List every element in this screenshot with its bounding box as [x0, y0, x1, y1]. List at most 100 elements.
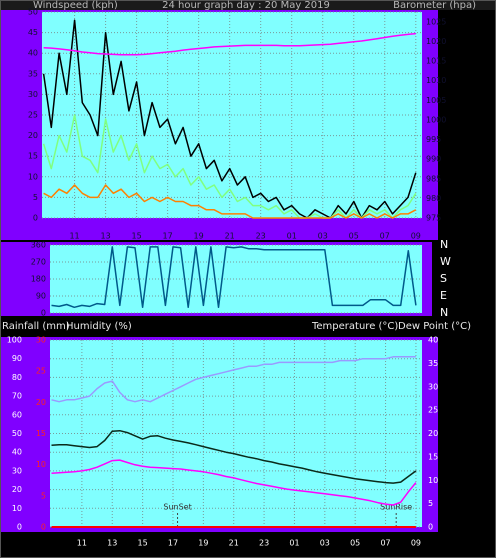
y-tick-label: 90 — [36, 292, 46, 301]
annotation: SunSet — [163, 503, 191, 512]
annotation: SunRise — [380, 503, 412, 512]
y2-tick-label: 1000 — [426, 115, 446, 124]
x-tick-label: 17 — [163, 232, 173, 241]
y-axis-label: Windspeed (kph) — [33, 0, 118, 11]
series-line — [51, 356, 416, 403]
y-tick-label: 20 — [28, 131, 38, 140]
y-tick-label: 45 — [28, 28, 38, 37]
y-tick-label: 10 — [28, 172, 38, 181]
y2-tick-label: 985 — [426, 174, 441, 183]
chart-title: 24 hour graph day : 20 May 2019 — [162, 0, 330, 11]
y2-tick-label: 30 — [428, 382, 438, 391]
x-tick-label: 09 — [411, 232, 421, 241]
y-tick-label: 100 — [7, 336, 22, 345]
y2-tick-label: N — [440, 306, 448, 319]
y-tick-label: 40 — [12, 448, 22, 457]
x-tick-label: 11 — [77, 539, 87, 548]
y-tick-label: 270 — [31, 258, 46, 267]
y-tick-label: 30 — [28, 90, 38, 99]
x-tick-label: 11 — [69, 232, 79, 241]
x-tick-label: 07 — [380, 232, 390, 241]
y2-tick-label: 35 — [428, 359, 438, 368]
y3-tick-label: 0 — [41, 523, 46, 532]
y2-tick-label: 1010 — [426, 76, 446, 85]
y3-tick-label: 10 — [36, 460, 46, 469]
y3-tick-label: 25 — [36, 367, 46, 376]
x-tick-label: 13 — [100, 232, 110, 241]
legend-rain: Rainfall (mm) — [2, 321, 70, 332]
y2-tick-label: 20 — [428, 429, 438, 438]
x-tick-label: 19 — [194, 232, 204, 241]
y2-tick-label: 0 — [428, 523, 433, 532]
legend-humidity: Humidity (%) — [66, 321, 132, 332]
y3-tick-label: 15 — [36, 429, 46, 438]
y-tick-label: 90 — [12, 354, 22, 363]
y-tick-label: 70 — [12, 392, 22, 401]
y2-tick-label: S — [440, 272, 447, 285]
header-bar — [1, 1, 495, 10]
y-tick-label: 20 — [12, 485, 22, 494]
x-tick-label: 23 — [259, 539, 269, 548]
y-tick-label: 5 — [33, 193, 38, 202]
x-tick-label: 19 — [198, 539, 208, 548]
y3-tick-label: 20 — [36, 398, 46, 407]
x-tick-label: 21 — [229, 539, 239, 548]
y-tick-label: 10 — [12, 504, 22, 513]
x-tick-label: 17 — [168, 539, 178, 548]
legend-temperature: Temperature (°C) — [311, 321, 398, 332]
y-tick-label: 50 — [28, 8, 38, 17]
y2-tick-label: 1020 — [426, 37, 446, 46]
x-tick-label: 23 — [256, 232, 266, 241]
y-tick-label: 35 — [28, 69, 38, 78]
x-tick-label: 01 — [289, 539, 299, 548]
y-tick-label: 60 — [12, 410, 22, 419]
x-tick-label: 05 — [350, 539, 360, 548]
series-line — [51, 429, 417, 484]
y-tick-label: 0 — [33, 214, 38, 223]
series-line — [51, 246, 417, 309]
x-tick-label: 03 — [320, 539, 330, 548]
y2-tick-label: N — [440, 238, 448, 251]
y-tick-label: 40 — [28, 49, 38, 58]
series-line — [43, 32, 416, 56]
y3-tick-label: 30 — [36, 336, 46, 345]
y-tick-label: 30 — [12, 466, 22, 475]
y2-tick-label: 40 — [428, 336, 438, 345]
y3-tick-label: 5 — [41, 491, 46, 500]
series-line — [43, 184, 417, 219]
x-tick-label: 13 — [107, 539, 117, 548]
x-tick-label: 03 — [318, 232, 328, 241]
y2-tick-label: E — [440, 289, 447, 302]
y2-tick-label: 10 — [428, 476, 438, 485]
series-line — [51, 459, 417, 506]
y2-axis-label: Barometer (hpa) — [393, 0, 476, 11]
legend-dew-point: Dew Point (°C) — [398, 321, 471, 332]
y2-tick-label: 15 — [428, 452, 438, 461]
x-tick-label: 21 — [225, 232, 235, 241]
x-tick-label: 01 — [287, 232, 297, 241]
series-line — [42, 114, 417, 219]
y2-tick-label: 975 — [426, 214, 441, 223]
y-tick-label: 0 — [41, 309, 46, 318]
y-tick-label: 25 — [28, 111, 38, 120]
series-line — [42, 19, 417, 219]
y2-tick-label: 1015 — [426, 57, 446, 66]
y2-tick-label: 25 — [428, 406, 438, 415]
x-tick-label: 05 — [349, 232, 359, 241]
y2-tick-label: 990 — [426, 155, 441, 164]
y-tick-label: 50 — [12, 429, 22, 438]
y-tick-label: 15 — [28, 152, 38, 161]
y2-tick-label: 1005 — [426, 96, 446, 105]
y2-tick-label: 1025 — [426, 17, 446, 26]
x-tick-label: 07 — [380, 539, 390, 548]
x-tick-label: 15 — [138, 539, 148, 548]
y2-tick-label: 980 — [426, 194, 441, 203]
y2-tick-label: W — [440, 255, 451, 268]
y2-tick-label: 995 — [426, 135, 441, 144]
x-tick-label: 15 — [132, 232, 142, 241]
y-tick-label: 80 — [12, 373, 22, 382]
y-tick-label: 180 — [31, 275, 46, 284]
y-tick-label: 0 — [17, 523, 22, 532]
y2-tick-label: 5 — [428, 499, 433, 508]
